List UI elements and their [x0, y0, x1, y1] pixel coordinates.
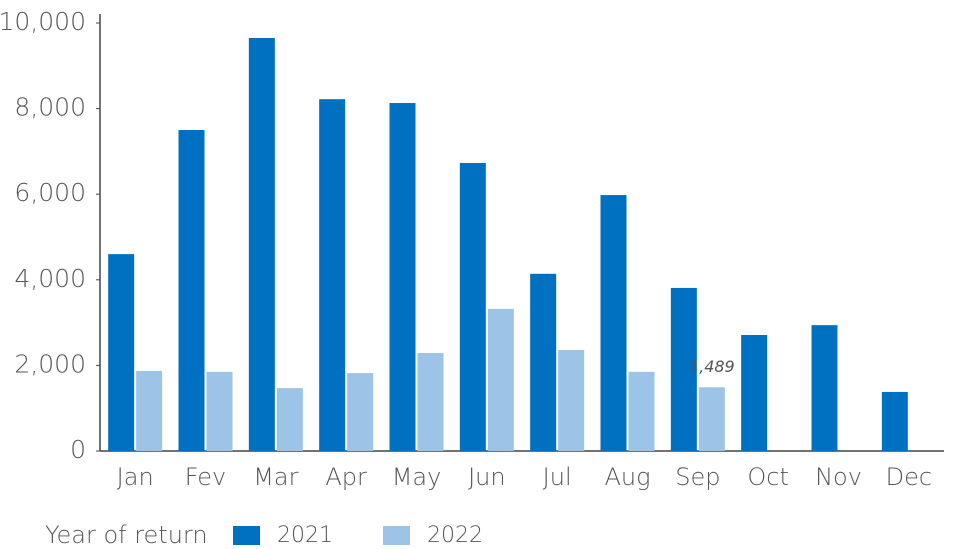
x-tick-label: Jul	[543, 463, 572, 491]
x-tick-label: Dec	[886, 463, 932, 491]
x-tick-label: Sep	[675, 463, 720, 491]
legend-label: 2022	[427, 523, 483, 548]
legend-title: Year of return	[45, 521, 208, 549]
bar	[417, 352, 444, 451]
bar	[670, 287, 697, 451]
bar	[248, 37, 275, 451]
bar	[558, 349, 585, 451]
y-tick-label: 0	[70, 435, 86, 464]
bar	[347, 373, 374, 451]
x-tick-label: May	[392, 463, 442, 491]
bar	[108, 254, 135, 451]
x-tick-label: Jun	[468, 463, 506, 491]
bar	[389, 103, 416, 451]
bar	[276, 388, 303, 451]
legend-swatch	[233, 526, 260, 545]
x-tick-label: Aug	[604, 463, 650, 491]
x-tick-label: Mar	[253, 463, 298, 491]
bar	[811, 325, 838, 451]
x-tick-label: Fev	[185, 463, 226, 491]
bar	[206, 371, 233, 451]
bar	[459, 162, 486, 451]
data-label: 1,489	[689, 357, 735, 376]
bar	[136, 370, 163, 451]
bar	[319, 99, 346, 452]
bar	[487, 308, 514, 451]
y-tick-label: 2,000	[14, 349, 86, 378]
legend-swatch	[383, 526, 410, 545]
bar	[881, 391, 908, 451]
x-tick-label: Oct	[747, 463, 789, 491]
bar	[178, 130, 205, 451]
y-tick-label: 8,000	[14, 93, 86, 122]
bar	[698, 387, 725, 451]
y-tick-label: 4,000	[14, 264, 86, 293]
bar	[530, 273, 557, 451]
bar	[628, 371, 655, 451]
bar	[741, 335, 768, 451]
y-tick-label: 10,000	[0, 7, 86, 36]
x-tick-label: Nov	[815, 463, 862, 491]
x-tick-label: Apr	[325, 463, 367, 491]
bar	[600, 195, 627, 451]
legend-label: 2021	[277, 523, 333, 548]
y-tick-label: 6,000	[14, 178, 86, 207]
x-tick-label: Jan	[117, 463, 154, 491]
